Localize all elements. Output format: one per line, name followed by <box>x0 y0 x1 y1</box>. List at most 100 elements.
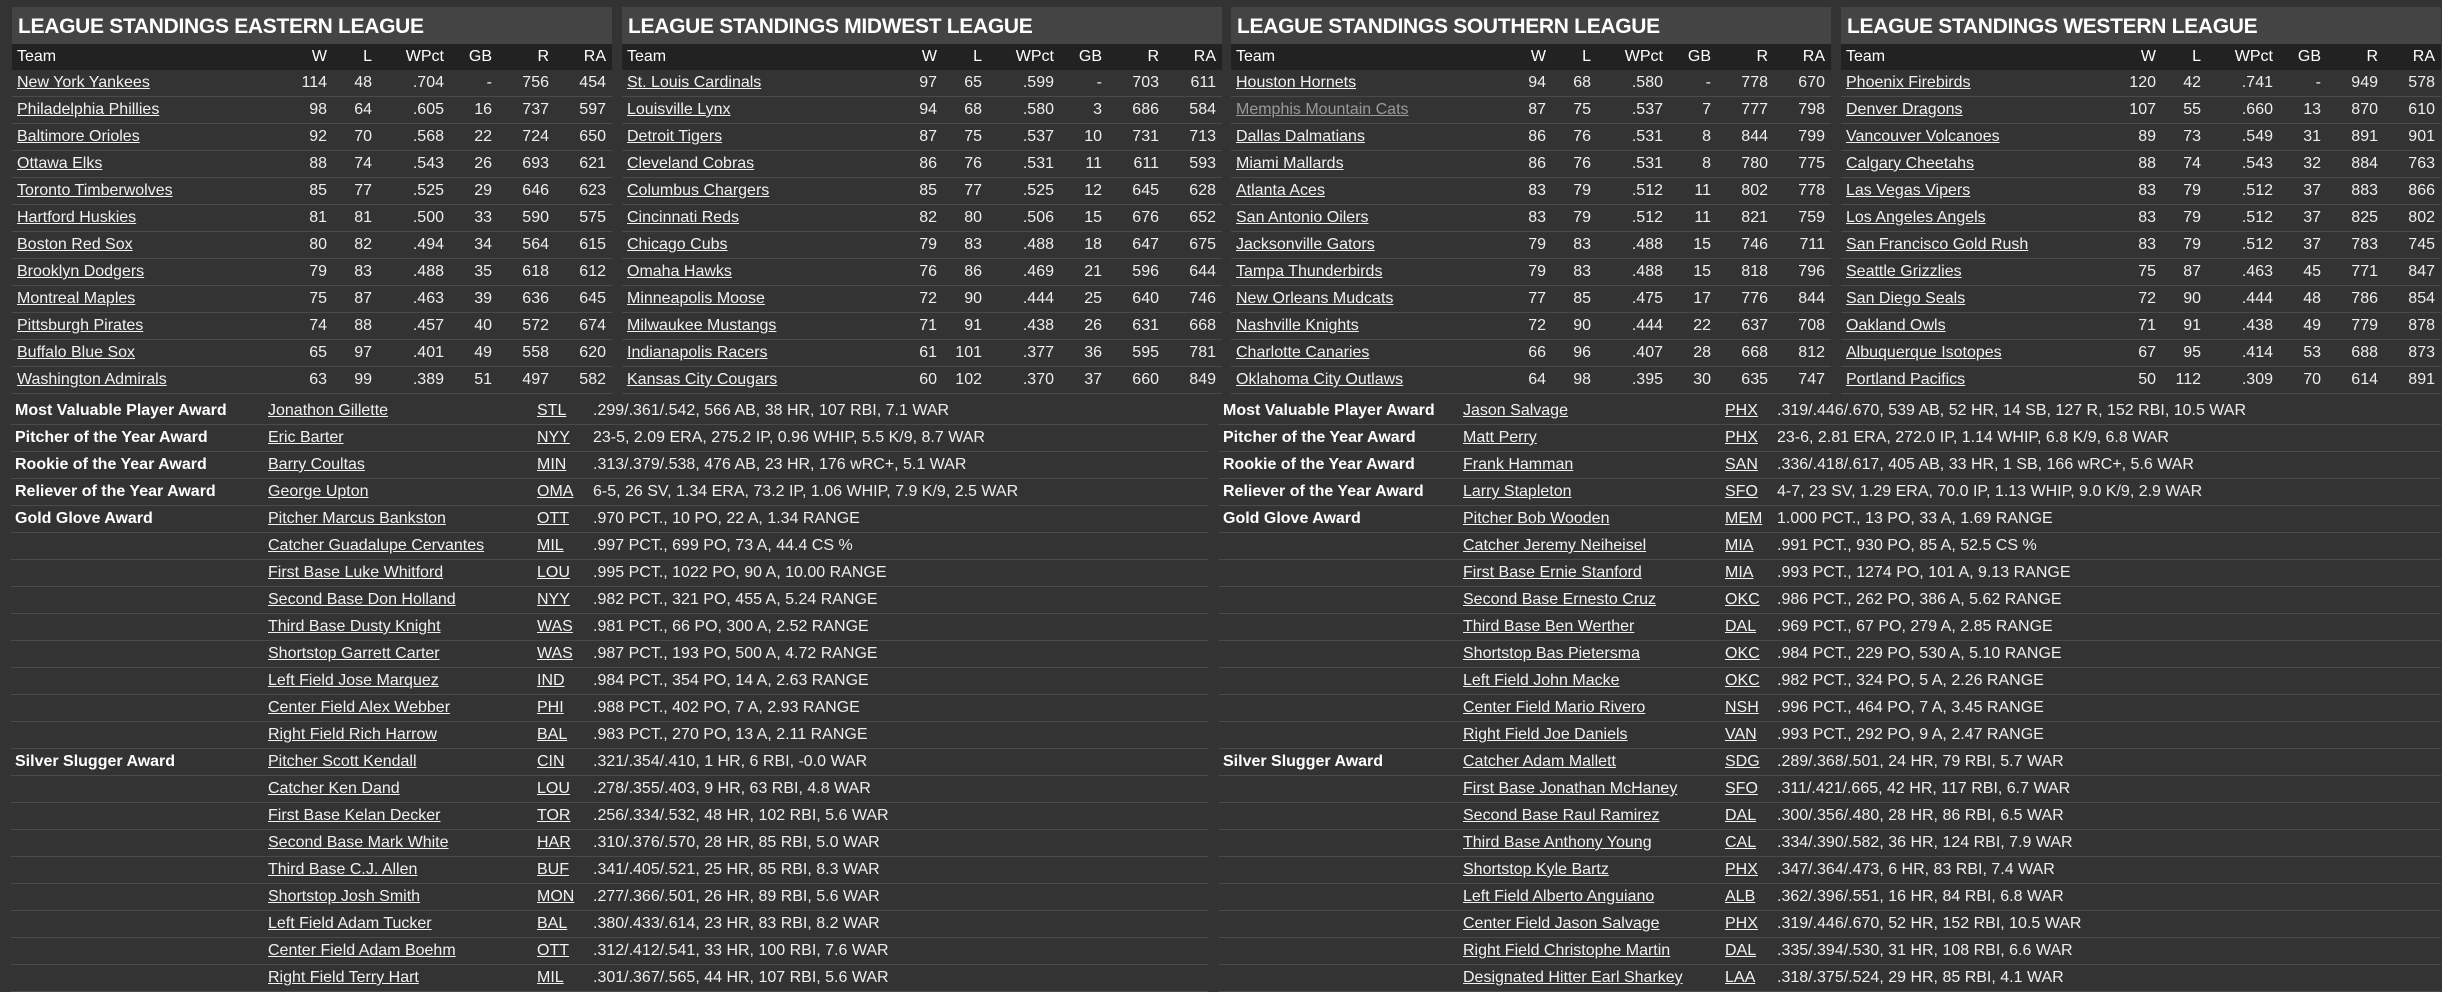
player-link[interactable]: Second Base Don Holland <box>268 591 456 608</box>
team-abbr-link[interactable]: MEM <box>1725 510 1763 527</box>
team-link[interactable]: Memphis Mountain Cats <box>1236 101 1409 118</box>
player-link[interactable]: Catcher Adam Mallett <box>1463 753 1616 770</box>
player-link[interactable]: Center Field Mario Rivero <box>1463 699 1646 716</box>
team-link[interactable]: New York Yankees <box>17 74 150 91</box>
team-abbr-link[interactable]: LAA <box>1725 969 1756 986</box>
player-link[interactable]: Designated Hitter Earl Sharkey <box>1463 969 1683 986</box>
team-link[interactable]: San Francisco Gold Rush <box>1846 236 2029 253</box>
team-abbr-link[interactable]: CIN <box>537 753 565 770</box>
team-abbr-link[interactable]: SDG <box>1725 753 1760 770</box>
team-abbr-link[interactable]: LOU <box>537 564 570 581</box>
team-abbr-link[interactable]: STL <box>537 402 567 419</box>
team-abbr-link[interactable]: HAR <box>537 834 571 851</box>
team-abbr-link[interactable]: OTT <box>537 510 569 527</box>
team-abbr-link[interactable]: OTT <box>537 942 569 959</box>
team-link[interactable]: Dallas Dalmatians <box>1236 128 1365 145</box>
player-link[interactable]: Third Base Anthony Young <box>1463 834 1652 851</box>
team-link[interactable]: Pittsburgh Pirates <box>17 317 144 334</box>
team-abbr-link[interactable]: WAS <box>537 618 573 635</box>
team-abbr-link[interactable]: BAL <box>537 915 568 932</box>
team-link[interactable]: Seattle Grizzlies <box>1846 263 1962 280</box>
team-abbr-link[interactable]: OKC <box>1725 591 1760 608</box>
player-link[interactable]: Third Base Dusty Knight <box>268 618 441 635</box>
player-link[interactable]: Shortstop Bas Pietersma <box>1463 645 1640 662</box>
team-link[interactable]: Ottawa Elks <box>17 155 103 172</box>
team-abbr-link[interactable]: MIN <box>537 456 567 473</box>
player-link[interactable]: Left Field John Macke <box>1463 672 1620 689</box>
player-link[interactable]: Right Field Terry Hart <box>268 969 419 986</box>
player-link[interactable]: Catcher Guadalupe Cervantes <box>268 537 485 554</box>
team-link[interactable]: Denver Dragons <box>1846 101 1963 118</box>
team-link[interactable]: San Diego Seals <box>1846 290 1966 307</box>
team-abbr-link[interactable]: SAN <box>1725 456 1758 473</box>
player-link[interactable]: Left Field Adam Tucker <box>268 915 432 932</box>
team-abbr-link[interactable]: DAL <box>1725 807 1757 824</box>
player-link[interactable]: Third Base Ben Werther <box>1463 618 1635 635</box>
team-link[interactable]: Oakland Owls <box>1846 317 1946 334</box>
team-link[interactable]: Detroit Tigers <box>627 128 723 145</box>
team-link[interactable]: Montreal Maples <box>17 290 136 307</box>
team-abbr-link[interactable]: MIL <box>537 537 564 554</box>
team-link[interactable]: Milwaukee Mustangs <box>627 317 777 334</box>
team-link[interactable]: Brooklyn Dodgers <box>17 263 145 280</box>
team-abbr-link[interactable]: MIA <box>1725 564 1754 581</box>
player-link[interactable]: Center Field Alex Webber <box>268 699 451 716</box>
team-abbr-link[interactable]: IND <box>537 672 565 689</box>
team-abbr-link[interactable]: SFO <box>1725 780 1758 797</box>
player-link[interactable]: Pitcher Bob Wooden <box>1463 510 1610 527</box>
team-link[interactable]: Tampa Thunderbirds <box>1236 263 1383 280</box>
team-link[interactable]: Miami Mallards <box>1236 155 1344 172</box>
team-abbr-link[interactable]: NSH <box>1725 699 1759 716</box>
team-link[interactable]: Columbus Chargers <box>627 182 770 199</box>
player-link[interactable]: Center Field Jason Salvage <box>1463 915 1660 932</box>
player-link[interactable]: Second Base Ernesto Cruz <box>1463 591 1656 608</box>
player-link[interactable]: Barry Coultas <box>268 456 365 473</box>
team-link[interactable]: Louisville Lynx <box>627 101 731 118</box>
player-link[interactable]: Right Field Rich Harrow <box>268 726 437 743</box>
team-abbr-link[interactable]: OKC <box>1725 672 1760 689</box>
team-link[interactable]: Houston Hornets <box>1236 74 1357 91</box>
player-link[interactable]: Frank Hamman <box>1463 456 1574 473</box>
player-link[interactable]: Second Base Raul Ramirez <box>1463 807 1660 824</box>
team-abbr-link[interactable]: PHX <box>1725 402 1758 419</box>
team-abbr-link[interactable]: PHX <box>1725 429 1758 446</box>
team-link[interactable]: Oklahoma City Outlaws <box>1236 371 1404 388</box>
team-link[interactable]: Charlotte Canaries <box>1236 344 1370 361</box>
team-abbr-link[interactable]: ALB <box>1725 888 1756 905</box>
team-abbr-link[interactable]: MIA <box>1725 537 1754 554</box>
player-link[interactable]: Pitcher Scott Kendall <box>268 753 417 770</box>
player-link[interactable]: Shortstop Kyle Bartz <box>1463 861 1609 878</box>
player-link[interactable]: Jason Salvage <box>1463 402 1568 419</box>
team-abbr-link[interactable]: SFO <box>1725 483 1758 500</box>
team-link[interactable]: Calgary Cheetahs <box>1846 155 1975 172</box>
player-link[interactable]: Eric Barter <box>268 429 344 446</box>
team-link[interactable]: St. Louis Cardinals <box>627 74 762 91</box>
team-abbr-link[interactable]: NYY <box>537 429 570 446</box>
team-abbr-link[interactable]: LOU <box>537 780 570 797</box>
team-link[interactable]: San Antonio Oilers <box>1236 209 1369 226</box>
team-abbr-link[interactable]: PHI <box>537 699 564 716</box>
team-abbr-link[interactable]: BUF <box>537 861 569 878</box>
player-link[interactable]: Matt Perry <box>1463 429 1537 446</box>
team-link[interactable]: Los Angeles Angels <box>1846 209 1986 226</box>
team-link[interactable]: Omaha Hawks <box>627 263 732 280</box>
player-link[interactable]: Left Field Jose Marquez <box>268 672 439 689</box>
player-link[interactable]: Catcher Jeremy Neiheisel <box>1463 537 1647 554</box>
team-link[interactable]: Chicago Cubs <box>627 236 728 253</box>
team-link[interactable]: Jacksonville Gators <box>1236 236 1375 253</box>
team-abbr-link[interactable]: TOR <box>537 807 571 824</box>
team-link[interactable]: Kansas City Cougars <box>627 371 778 388</box>
player-link[interactable]: Right Field Christophe Martin <box>1463 942 1671 959</box>
team-abbr-link[interactable]: DAL <box>1725 618 1757 635</box>
player-link[interactable]: Center Field Adam Boehm <box>268 942 456 959</box>
team-abbr-link[interactable]: MIL <box>537 969 564 986</box>
team-link[interactable]: Las Vegas Vipers <box>1846 182 1971 199</box>
team-abbr-link[interactable]: CAL <box>1725 834 1757 851</box>
team-abbr-link[interactable]: PHX <box>1725 915 1758 932</box>
team-link[interactable]: Toronto Timberwolves <box>17 182 173 199</box>
player-link[interactable]: First Base Kelan Decker <box>268 807 441 824</box>
player-link[interactable]: Pitcher Marcus Bankston <box>268 510 446 527</box>
player-link[interactable]: Third Base C.J. Allen <box>268 861 418 878</box>
player-link[interactable]: Second Base Mark White <box>268 834 449 851</box>
player-link[interactable]: Shortstop Josh Smith <box>268 888 421 905</box>
